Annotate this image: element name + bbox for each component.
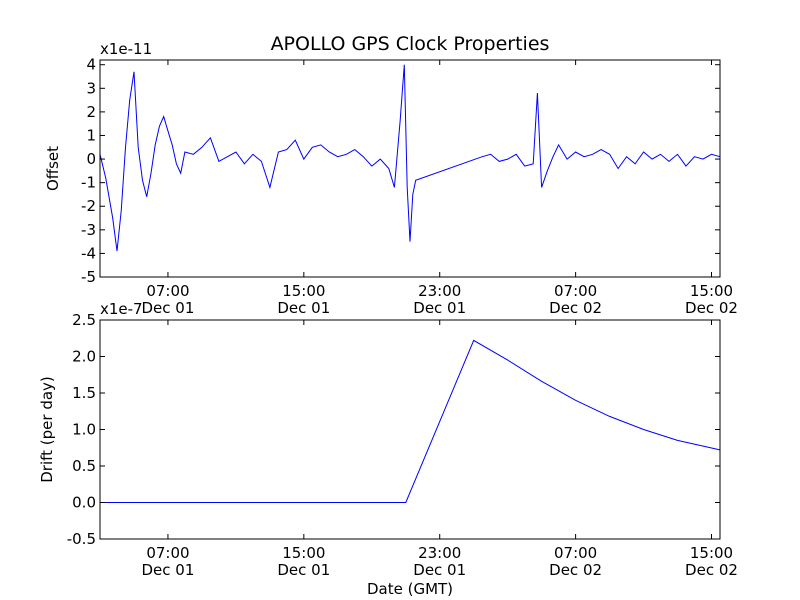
y-axis-label: Drift (per day) (38, 376, 56, 483)
x-tick-time: 15:00 (282, 544, 325, 562)
y-tick-label: -1 (81, 174, 96, 192)
x-tick-time: 23:00 (418, 282, 461, 300)
y-tick-label: 0 (86, 150, 96, 168)
y-tick-label: -2 (81, 197, 96, 215)
x-tick-time: 15:00 (690, 544, 733, 562)
y-tick-label: -3 (81, 221, 96, 239)
y-tick-label: 1.5 (72, 384, 96, 402)
x-tick-time: 23:00 (418, 544, 461, 562)
y-tick-label: 0.5 (72, 457, 96, 475)
x-tick-date: Dec 02 (549, 561, 602, 579)
y-tick-label: 2.5 (72, 311, 96, 329)
x-tick-date: Dec 01 (141, 299, 194, 317)
x-tick-date: Dec 01 (277, 299, 330, 317)
y-tick-label: -5 (81, 268, 96, 286)
y-tick-label: 3 (86, 79, 96, 97)
plot-frame (99, 59, 721, 278)
y-tick-label: 2 (86, 103, 96, 121)
x-tick-date: Dec 02 (549, 299, 602, 317)
x-tick-date: Dec 02 (685, 299, 738, 317)
y-tick-label: 0.0 (72, 494, 96, 512)
y-scale-label: x1e-11 (100, 40, 152, 58)
y-tick-label: 1 (86, 126, 96, 144)
y-tick-label: 1.0 (72, 421, 96, 439)
x-tick-time: 07:00 (554, 282, 597, 300)
x-tick-time: 07:00 (146, 282, 189, 300)
series-line-0 (100, 339, 721, 503)
x-tick-time: 07:00 (146, 544, 189, 562)
plot-frame (99, 319, 721, 540)
x-tick-date: Dec 01 (141, 561, 194, 579)
y-tick-label: 4 (86, 56, 96, 74)
x-axis-label: Date (GMT) (367, 580, 453, 598)
y-tick-label: -0.5 (67, 530, 96, 548)
x-tick-date: Dec 01 (413, 299, 466, 317)
x-tick-date: Dec 02 (685, 561, 738, 579)
x-tick-date: Dec 01 (277, 561, 330, 579)
chart-title: APOLLO GPS Clock Properties (271, 33, 550, 55)
x-tick-time: 15:00 (282, 282, 325, 300)
y-tick-label: -4 (81, 244, 96, 262)
series-line-0 (99, 64, 721, 252)
offset-panel: APOLLO GPS Clock Properties x1e-114 3 2 1 0 -1… (44, 33, 738, 317)
x-tick-time: 15:00 (690, 282, 733, 300)
y-axis-label: Offset (44, 146, 62, 191)
y-tick-label: 2.0 (72, 348, 96, 366)
y-scale-label: x1e-7 (100, 300, 143, 318)
x-tick-date: Dec 01 (413, 561, 466, 579)
x-tick-time: 07:00 (554, 544, 597, 562)
